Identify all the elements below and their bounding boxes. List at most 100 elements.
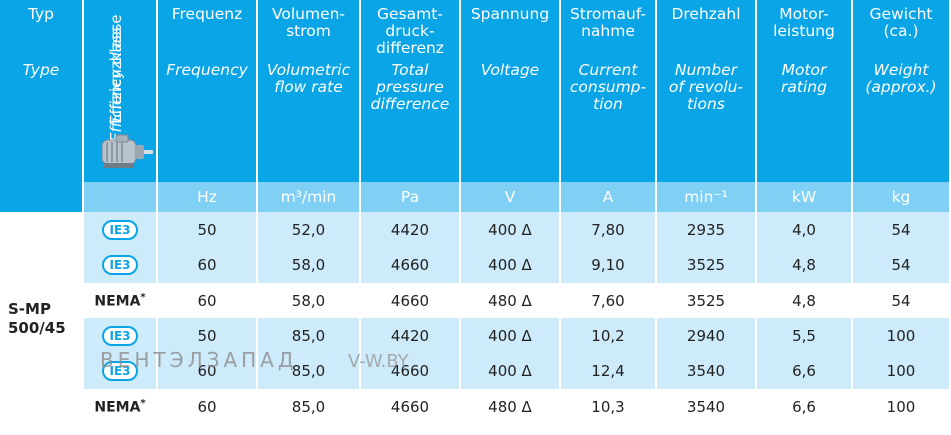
nema-asterisk: * xyxy=(140,398,146,410)
table-cell: 7,60 xyxy=(561,283,657,318)
header-col-0: Frequenz Frequency xyxy=(158,0,258,182)
efficiency-cell: IE3 xyxy=(84,212,158,247)
table-cell: 58,0 xyxy=(258,247,361,283)
header-col-5: Drehzahl Number of revolu- tions xyxy=(657,0,757,182)
model-line2: 500/45 xyxy=(8,318,66,337)
header-efficiency-text: Effizienzklasse Efficiency class xyxy=(107,4,128,142)
table-cell: 4420 xyxy=(361,212,461,247)
unit-cell: Hz xyxy=(158,182,258,212)
nema-label: NEMA* xyxy=(94,291,146,310)
unit-blank-type xyxy=(0,182,84,212)
model-name: S-MP 500/45 xyxy=(0,212,84,425)
table-cell: 6,6 xyxy=(757,389,853,425)
efficiency-cell: NEMA* xyxy=(84,389,158,425)
ie3-badge: IE3 xyxy=(102,219,138,240)
unit-cell: kW xyxy=(757,182,853,212)
unit-cell: V xyxy=(461,182,561,212)
header-col-de: Gesamt- druck- differenz xyxy=(376,5,444,57)
ie3-badge: IE3 xyxy=(102,255,138,275)
table-cell: 3540 xyxy=(657,353,757,389)
header-col-2: Gesamt- druck- differenz Total pressure d… xyxy=(361,0,461,182)
table-cell: 9,10 xyxy=(561,247,657,283)
header-efficiency-en: Efficiency class xyxy=(107,27,125,142)
header-col-6: Motor- leistung Motor rating xyxy=(757,0,853,182)
table-cell: 480 Δ xyxy=(461,389,561,425)
model-line1: S-MP xyxy=(8,299,51,318)
header-type-en: Type xyxy=(22,61,60,79)
table-cell: 60 xyxy=(158,247,258,283)
nema-label: NEMA* xyxy=(94,398,146,416)
table-cell: 85,0 xyxy=(258,318,361,353)
table-cell: 400 Δ xyxy=(461,212,561,247)
table-cell: 400 Δ xyxy=(461,247,561,283)
table-cell: 7,80 xyxy=(561,212,657,247)
table-cell: 480 Δ xyxy=(461,283,561,318)
watermark-brand: ВЕНТЭЛЗАПАД xyxy=(100,348,298,372)
header-col-de: Drehzahl xyxy=(671,5,741,23)
header-col-en: Total pressure difference xyxy=(370,61,450,113)
unit-cell: min⁻¹ xyxy=(657,182,757,212)
header-col-de: Spannung xyxy=(470,5,550,23)
header-type: Typ Type xyxy=(0,0,84,182)
watermark-site: V-W.BY xyxy=(347,351,409,372)
motor-icon xyxy=(101,134,153,168)
table-cell: 3540 xyxy=(657,389,757,425)
table-cell: 60 xyxy=(158,283,258,318)
efficiency-cell: IE3 xyxy=(84,318,158,353)
table-cell: 4420 xyxy=(361,318,461,353)
header-col-7: Gewicht (ca.) Weight (approx.) xyxy=(853,0,951,182)
table-cell: 5,5 xyxy=(757,318,853,353)
unit-cell: Pa xyxy=(361,182,461,212)
table-cell: 100 xyxy=(853,318,951,353)
header-col-de: Stromauf- nahme xyxy=(569,5,647,40)
header-efficiency: Effizienzklasse Efficiency class xyxy=(84,0,158,182)
table-cell: 400 Δ xyxy=(461,353,561,389)
header-col-de: Motor- leistung xyxy=(773,5,835,40)
table-cell: 100 xyxy=(853,353,951,389)
table-cell: 2935 xyxy=(657,212,757,247)
table-cell: 4660 xyxy=(361,353,461,389)
table-cell: 58,0 xyxy=(258,283,361,318)
table-cell: 4660 xyxy=(361,247,461,283)
table-cell: 4660 xyxy=(361,283,461,318)
table-cell: 50 xyxy=(158,318,258,353)
table-cell: 85,0 xyxy=(258,353,361,389)
table-cell: 12,4 xyxy=(561,353,657,389)
table-cell: 6,6 xyxy=(757,353,853,389)
unit-cell: kg xyxy=(853,182,951,212)
efficiency-cell: NEMA* xyxy=(84,283,158,318)
efficiency-cell: IE3 xyxy=(84,353,158,389)
table-cell: 4,8 xyxy=(757,283,853,318)
table-cell: 3525 xyxy=(657,247,757,283)
table-cell: 60 xyxy=(158,389,258,425)
table-cell: 100 xyxy=(853,389,951,425)
table-cell: 54 xyxy=(853,283,951,318)
table-cell: 54 xyxy=(853,212,951,247)
header-col-en: Volumetric flow rate xyxy=(266,61,351,96)
table-cell: 4,0 xyxy=(757,212,853,247)
header-col-en: Voltage xyxy=(480,61,540,79)
table-cell: 85,0 xyxy=(258,389,361,425)
ie3-badge: IE3 xyxy=(102,325,138,346)
header-col-de: Gewicht (ca.) xyxy=(869,5,933,40)
unit-cell: A xyxy=(561,182,657,212)
table-cell: 4660 xyxy=(361,389,461,425)
table-cell: 2940 xyxy=(657,318,757,353)
table-cell: 10,3 xyxy=(561,389,657,425)
header-col-de: Frequenz xyxy=(171,5,243,23)
ie3-badge: IE3 xyxy=(102,361,138,381)
header-col-de: Volumen- strom xyxy=(271,5,346,40)
table-cell: 52,0 xyxy=(258,212,361,247)
header-col-3: Spannung Voltage xyxy=(461,0,561,182)
header-col-1: Volumen- strom Volumetric flow rate xyxy=(258,0,361,182)
table-cell: 54 xyxy=(853,247,951,283)
header-col-4: Stromauf- nahme Current consump- tion xyxy=(561,0,657,182)
header-col-en: Weight (approx.) xyxy=(865,61,937,96)
table-cell: 400 Δ xyxy=(461,318,561,353)
table-cell: 60 xyxy=(158,353,258,389)
header-col-en: Frequency xyxy=(166,61,248,79)
table-cell: 3525 xyxy=(657,283,757,318)
table-cell: 4,8 xyxy=(757,247,853,283)
nema-asterisk: * xyxy=(140,291,146,303)
